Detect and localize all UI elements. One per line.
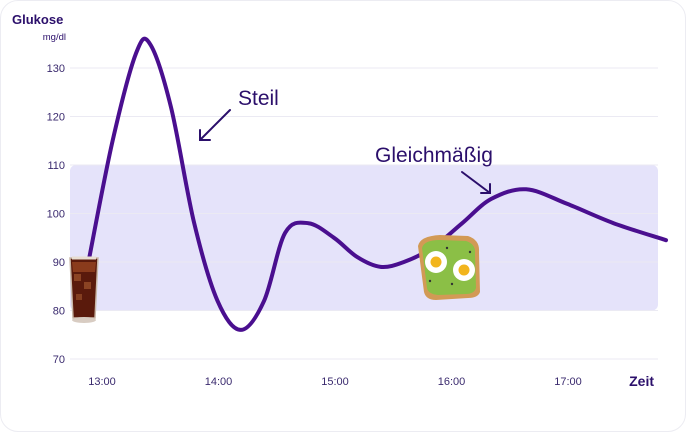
y-tick-label: 90: [53, 257, 65, 269]
annotation-arrow-gleichmaessig: [461, 171, 491, 194]
cola-glass-icon: [69, 256, 99, 323]
annotation-gleichmaessig: Gleichmäßig: [375, 144, 493, 167]
y-axis-unit: mg/dl: [43, 32, 66, 43]
y-tick-label: 110: [47, 160, 65, 172]
y-axis-label: Glukose: [12, 12, 63, 27]
y-tick-label: 120: [47, 112, 65, 124]
y-tick-label: 100: [47, 209, 65, 221]
x-tick-label: 14:00: [205, 376, 233, 388]
x-tick-label: 15:00: [321, 376, 349, 388]
x-tick-label: 16:00: [438, 376, 466, 388]
x-axis-label: Zeit: [629, 373, 654, 389]
x-tick-label: 17:00: [554, 376, 582, 388]
y-tick-label: 70: [53, 354, 65, 366]
glucose-series-line: [87, 36, 668, 332]
avocado-toast-icon: [418, 235, 480, 300]
y-tick-label: 80: [53, 306, 65, 318]
annotation-arrow-steil: [199, 109, 231, 141]
grid-lines: [70, 67, 658, 360]
annotation-steil: Steil: [238, 87, 279, 110]
target-range-band: [70, 165, 658, 311]
x-tick-labels: 13:00 14:00 15:00 16:00 17:00: [88, 376, 582, 388]
y-tick-label: 130: [47, 63, 65, 75]
x-tick-label: 13:00: [88, 376, 116, 388]
y-tick-labels: 70 80 90 100 110 120 130: [47, 63, 65, 366]
